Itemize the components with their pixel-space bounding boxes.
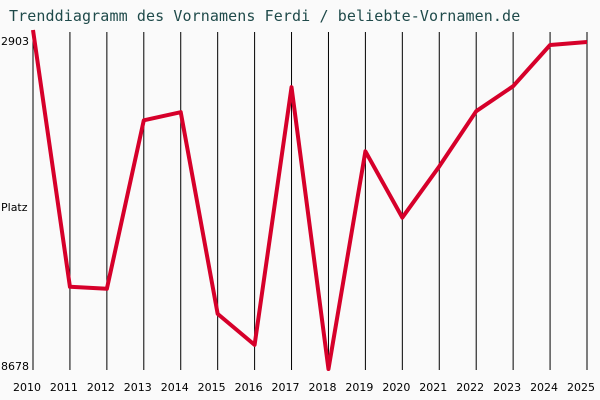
x-tick-label: 2020 — [382, 381, 411, 394]
x-tick-label: 2015 — [197, 381, 226, 394]
x-tick-label: 2019 — [345, 381, 374, 394]
x-tick-label: 2017 — [271, 381, 300, 394]
x-tick-label: 2025 — [567, 381, 595, 394]
x-tick-label: 2023 — [493, 381, 522, 394]
vertical-gridlines — [32, 32, 588, 370]
x-tick-label: 2014 — [160, 381, 189, 394]
x-tick-label: 2012 — [86, 381, 115, 394]
chart-title: Trenddiagramm des Vornamens Ferdi / beli… — [9, 7, 521, 25]
x-tick-label: 2010 — [13, 381, 41, 394]
x-tick-label: 2013 — [123, 381, 152, 394]
trend-line — [31, 29, 588, 371]
y-axis-top-label: 2903 — [1, 35, 29, 48]
x-tick-label: 2016 — [234, 381, 263, 394]
y-axis-title: Platz — [1, 201, 28, 214]
y-axis-bottom-label: 8678 — [1, 360, 29, 373]
x-tick-label: 2024 — [530, 381, 559, 394]
x-tick-label: 2011 — [49, 381, 78, 394]
x-tick-label: 2021 — [419, 381, 448, 394]
x-tick-label: 2018 — [308, 381, 337, 394]
x-tick-label: 2022 — [456, 381, 485, 394]
